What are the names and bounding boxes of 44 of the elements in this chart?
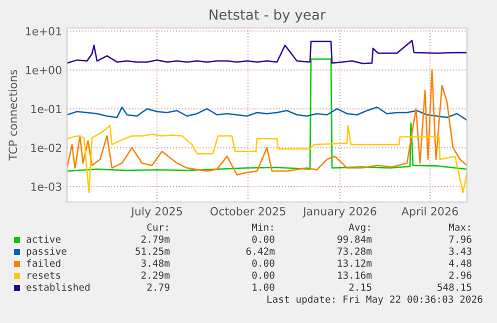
text: 1.00 [252, 283, 274, 291]
text: 2.79 [147, 283, 170, 291]
y-tick-label: 1e+01 [26, 27, 62, 36]
text: 2.29m [141, 271, 170, 279]
legend-label: resets [28, 272, 60, 279]
text: 6.42m [246, 247, 275, 255]
x-tick-label: April 2026 [401, 206, 458, 218]
chart-title: Netstat - by year [210, 9, 326, 23]
y-tick-label: 1e-03 [31, 182, 62, 191]
legend-label: passive [26, 247, 66, 257]
text: 13.12m [338, 259, 372, 267]
y-tick-label: 1e-01 [31, 104, 62, 114]
text: 548.15 [438, 283, 472, 291]
y-axis-title: TCP connections [8, 70, 18, 161]
text: 51.25m [136, 247, 170, 255]
line-series [67, 106, 467, 121]
line-series [67, 124, 467, 194]
text: 73.28m [338, 247, 372, 255]
text: 0.00 [252, 271, 274, 279]
legend-label: active [26, 235, 61, 243]
text: 2.96 [449, 271, 472, 279]
text: 3.48m [141, 259, 170, 267]
text: Min: [252, 223, 273, 231]
text: Max: [448, 224, 470, 231]
y-tick-label: 1e+00 [26, 66, 62, 74]
text: Cur: [147, 223, 168, 231]
x-tick-label: July 2025 [130, 206, 182, 218]
legend-label: established [26, 283, 90, 291]
text: 2.15 [349, 283, 372, 291]
text: 0.00 [252, 259, 274, 267]
text: 0.00 [252, 235, 274, 243]
legend-label: failed [26, 259, 60, 267]
x-tick-label: January 2026 [302, 207, 376, 218]
text: 2.79m [141, 235, 170, 243]
text: 13.16m [338, 271, 372, 279]
text: 99.84m [337, 235, 372, 243]
text: Avg: [348, 224, 370, 233]
y-tick-label: 1e-02 [31, 144, 62, 152]
text: 4.48 [449, 259, 472, 267]
text: 3.43 [449, 247, 472, 255]
line-series [67, 40, 467, 64]
x-tick-label: October 2025 [210, 206, 286, 216]
text: Last update: Fri May 22 00:36:03 2026 [267, 295, 482, 305]
text: 7.96 [449, 235, 472, 243]
